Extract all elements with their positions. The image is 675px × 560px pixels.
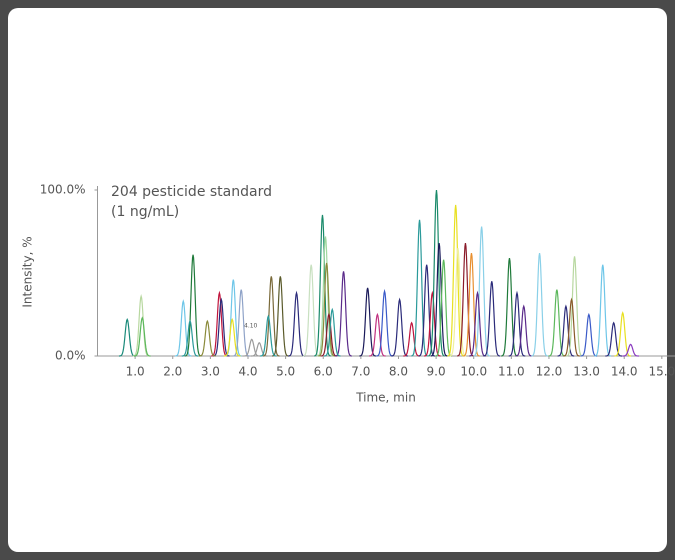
annotation: 4.10 bbox=[244, 323, 258, 330]
y-axis-label: Intensity, % bbox=[21, 236, 35, 307]
peak bbox=[262, 276, 280, 357]
peak bbox=[449, 248, 467, 357]
peak bbox=[411, 219, 428, 357]
x-tick-label: 4.0 bbox=[238, 365, 257, 379]
peak bbox=[133, 316, 151, 357]
peak bbox=[223, 318, 241, 357]
peak bbox=[184, 254, 202, 357]
peak bbox=[391, 297, 408, 357]
peak bbox=[447, 204, 465, 357]
x-tick-label: 5.0 bbox=[276, 365, 295, 379]
peak bbox=[335, 271, 352, 357]
x-tick-label: 8.0 bbox=[389, 365, 408, 379]
peak bbox=[199, 319, 216, 357]
peak bbox=[403, 321, 420, 357]
panel bbox=[8, 8, 667, 552]
x-tick-label: 9.0 bbox=[427, 365, 446, 379]
peak bbox=[622, 343, 639, 357]
x-tick-label: 1.0 bbox=[126, 365, 145, 379]
peak bbox=[323, 307, 341, 357]
peak bbox=[369, 312, 386, 357]
x-tick-label: 12.0 bbox=[536, 365, 563, 379]
peak bbox=[428, 189, 445, 357]
peak bbox=[132, 294, 150, 357]
peak bbox=[118, 318, 136, 357]
peak bbox=[359, 287, 376, 357]
peak bbox=[232, 289, 250, 357]
x-tick-label: 14.0 bbox=[611, 365, 638, 379]
peak bbox=[435, 259, 452, 357]
x-axis-label: Time, min bbox=[355, 391, 416, 405]
chart-title: 204 pesticide standard bbox=[111, 184, 272, 200]
peak bbox=[605, 321, 622, 357]
x-tick-label: 11.0 bbox=[498, 365, 525, 379]
y-tick-label: 100.0% bbox=[40, 183, 86, 197]
peak bbox=[174, 299, 192, 357]
peak bbox=[531, 252, 548, 357]
peak bbox=[376, 288, 393, 357]
peak bbox=[563, 297, 580, 357]
peak bbox=[430, 243, 448, 357]
peak bbox=[302, 264, 320, 357]
peak bbox=[566, 256, 583, 357]
peak bbox=[259, 314, 277, 357]
x-tick-label: 2.0 bbox=[163, 365, 182, 379]
y-tick-label: 0.0% bbox=[55, 349, 86, 363]
chart-subtitle: (1 ng/mL) bbox=[111, 204, 179, 220]
peak bbox=[288, 290, 305, 357]
peak bbox=[463, 252, 480, 357]
peak bbox=[320, 312, 338, 357]
peak bbox=[243, 338, 261, 357]
peak bbox=[594, 264, 612, 357]
x-tick-label: 7.0 bbox=[351, 365, 370, 379]
peak bbox=[318, 262, 335, 357]
peak bbox=[211, 290, 228, 357]
peak bbox=[457, 243, 474, 357]
x-tick-label: 13.0 bbox=[573, 365, 600, 379]
peak bbox=[418, 264, 436, 357]
peak bbox=[181, 319, 199, 357]
x-tick-label: 3.0 bbox=[201, 365, 220, 379]
peak bbox=[272, 276, 289, 357]
peak bbox=[557, 304, 575, 357]
peak bbox=[501, 257, 518, 357]
peak bbox=[515, 304, 533, 357]
peak bbox=[508, 290, 526, 357]
peak bbox=[548, 289, 566, 357]
x-tick-label: 6.0 bbox=[314, 365, 333, 379]
peak bbox=[614, 311, 632, 357]
x-tick-label: 10.0 bbox=[460, 365, 487, 379]
peak bbox=[317, 236, 334, 357]
x-tick-label: 15.0 bbox=[648, 365, 675, 379]
peak bbox=[483, 281, 501, 357]
peak bbox=[580, 312, 598, 357]
peak bbox=[469, 290, 486, 357]
